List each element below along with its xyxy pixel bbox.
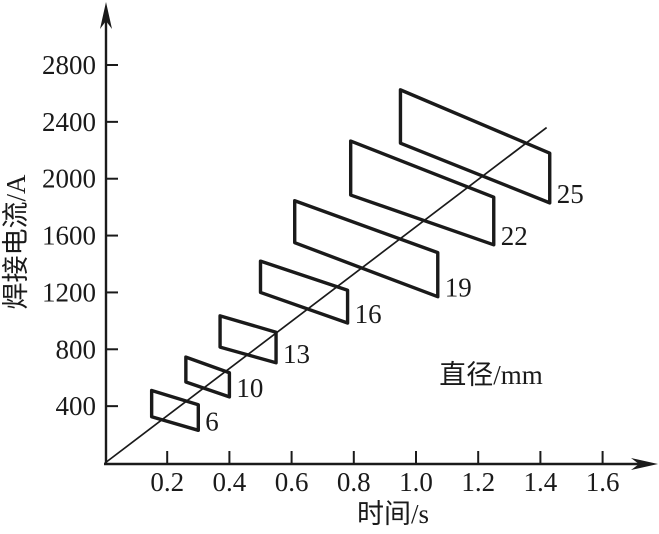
x-tick-label: 0.6: [275, 467, 309, 497]
x-tick-label: 1.2: [461, 467, 495, 497]
trend-line: [104, 126, 548, 464]
zone-label-10: 10: [236, 373, 263, 403]
x-tick-label: 1.4: [524, 467, 558, 497]
y-tick-label: 2400: [42, 107, 96, 137]
zone-parallelogram-16: [258, 259, 350, 325]
y-axis-arrow-icon: [100, 2, 112, 29]
chart-geometry: 0.2 0.4 0.6 0.8 1.0 1.2 1.4 1.6 400 800 1200 1600 20…: [42, 2, 658, 497]
zone-parallelogram-10: [184, 355, 232, 399]
x-tick-label: 0.4: [213, 467, 247, 497]
y-axis-title: 焊接电流/A: [1, 174, 31, 310]
zone-label-25: 25: [557, 179, 584, 209]
x-tick-label: 1.6: [586, 467, 620, 497]
x-axis-arrow-icon: [631, 458, 658, 470]
y-tick-label: 1600: [42, 221, 96, 251]
y-tick-label: 400: [56, 391, 97, 421]
zone-label-13: 13: [283, 339, 310, 369]
zone-parallelogram-19: [293, 199, 440, 299]
y-tick-label: 800: [56, 334, 97, 364]
zone-parallelogram-13: [218, 314, 278, 365]
x-tick-label: 1.0: [399, 467, 433, 497]
x-tick-label: 0.2: [150, 467, 184, 497]
zone-label-6: 6: [205, 406, 219, 436]
zone-parallelogram-6: [149, 388, 201, 433]
y-tick-label: 2000: [42, 164, 96, 194]
zone-label-19: 19: [445, 273, 472, 303]
zone-label-16: 16: [355, 299, 382, 329]
zone-parallelogram-25: [398, 88, 552, 205]
diameter-annotation: 直径/mm: [439, 360, 543, 390]
x-tick-label: 0.8: [337, 467, 371, 497]
zone-label-22: 22: [501, 221, 528, 251]
x-axis-title: 时间/s: [357, 499, 429, 529]
zone-parallelogram-22: [348, 139, 496, 247]
y-tick-label: 2800: [42, 50, 96, 80]
y-tick-label: 1200: [42, 277, 96, 307]
